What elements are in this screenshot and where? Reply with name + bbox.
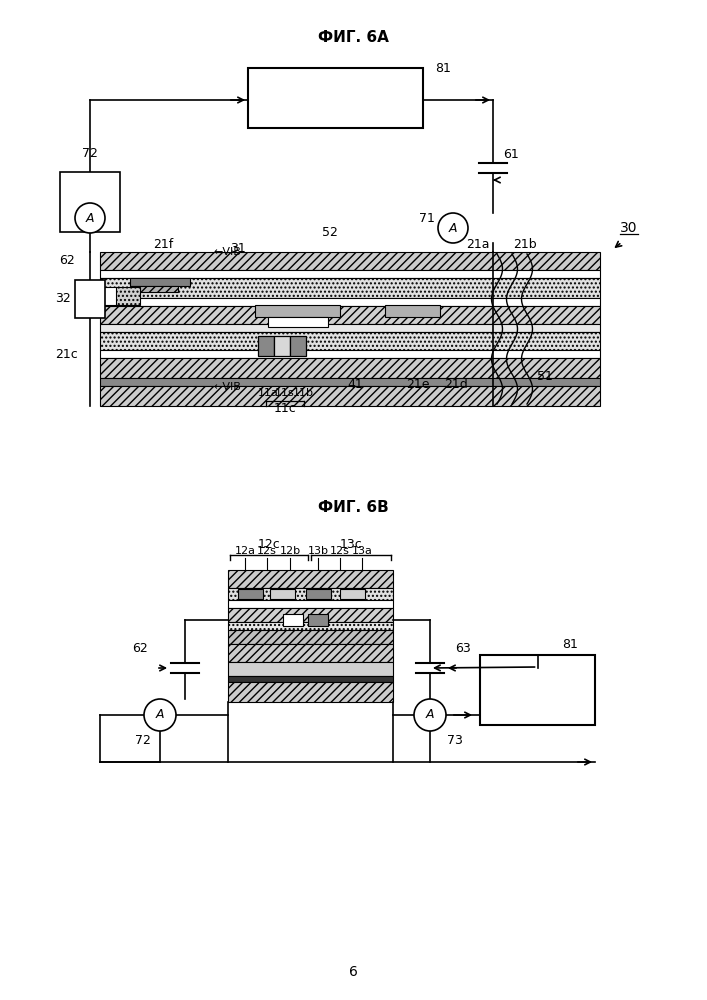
Bar xyxy=(290,336,306,356)
Text: 72: 72 xyxy=(82,147,98,160)
Bar xyxy=(385,305,440,317)
Bar xyxy=(100,270,600,278)
Bar xyxy=(228,676,393,682)
Circle shape xyxy=(144,699,176,731)
Text: 12b: 12b xyxy=(279,546,300,556)
Text: 13b: 13b xyxy=(308,546,329,556)
Text: ФИГ. 6В: ФИГ. 6В xyxy=(317,500,388,516)
Bar xyxy=(130,286,178,292)
Text: 31: 31 xyxy=(230,241,246,254)
Bar xyxy=(258,336,274,356)
Bar xyxy=(228,608,393,622)
Bar xyxy=(130,278,190,286)
Text: 12c: 12c xyxy=(257,538,281,552)
Text: 21f: 21f xyxy=(153,237,173,250)
Text: 81: 81 xyxy=(562,639,578,652)
Bar xyxy=(480,655,595,725)
Text: A: A xyxy=(426,708,434,722)
Bar xyxy=(60,172,120,232)
Text: 21a: 21a xyxy=(466,237,490,250)
Text: 73: 73 xyxy=(447,734,463,746)
Text: A: A xyxy=(86,212,94,225)
Bar xyxy=(248,68,423,128)
Text: 63: 63 xyxy=(455,642,471,654)
Bar xyxy=(228,600,393,608)
Bar xyxy=(228,682,393,702)
Bar xyxy=(100,298,600,306)
Text: A: A xyxy=(156,708,164,722)
Text: A: A xyxy=(449,222,457,234)
Text: 72: 72 xyxy=(135,734,151,746)
Text: 81: 81 xyxy=(435,62,451,75)
Text: 61: 61 xyxy=(503,148,519,161)
Bar xyxy=(228,588,393,600)
Text: ←VIB: ←VIB xyxy=(213,382,241,392)
Circle shape xyxy=(75,203,105,233)
Text: 62: 62 xyxy=(132,642,148,654)
Text: 51: 51 xyxy=(537,370,553,383)
Bar xyxy=(255,305,340,317)
Text: 11b: 11b xyxy=(293,388,313,398)
Bar xyxy=(274,336,290,356)
Bar xyxy=(100,324,600,332)
Text: 21d: 21d xyxy=(444,378,468,391)
Text: 21c: 21c xyxy=(55,349,78,361)
Text: 6: 6 xyxy=(349,965,358,979)
Bar xyxy=(308,614,328,626)
Bar xyxy=(228,630,393,644)
Text: 71: 71 xyxy=(419,212,435,225)
Text: 12s: 12s xyxy=(257,546,277,556)
Text: 11a: 11a xyxy=(257,388,279,398)
Bar xyxy=(100,287,116,305)
Bar xyxy=(268,317,328,327)
Bar xyxy=(100,350,600,358)
Text: 52: 52 xyxy=(322,226,338,238)
Bar xyxy=(100,278,600,298)
Bar xyxy=(100,332,600,350)
Text: 21b: 21b xyxy=(513,237,537,250)
Text: 21e: 21e xyxy=(407,378,430,391)
Bar xyxy=(100,378,600,386)
Text: 32: 32 xyxy=(55,292,71,304)
Bar xyxy=(306,589,331,599)
Bar xyxy=(115,287,140,305)
Bar xyxy=(228,622,393,630)
Text: 12s: 12s xyxy=(330,546,350,556)
Bar xyxy=(283,614,303,626)
Bar xyxy=(100,252,600,270)
Text: ФИГ. 6А: ФИГ. 6А xyxy=(317,30,388,45)
Bar xyxy=(100,306,600,324)
Bar xyxy=(100,386,600,406)
Bar xyxy=(228,662,393,676)
Text: 62: 62 xyxy=(59,253,75,266)
Circle shape xyxy=(414,699,446,731)
Text: 12a: 12a xyxy=(235,546,255,556)
Bar xyxy=(100,358,600,378)
Bar xyxy=(340,589,365,599)
Bar xyxy=(75,280,105,318)
Text: 30: 30 xyxy=(620,221,638,235)
Text: 13c: 13c xyxy=(339,538,363,552)
Text: 11s: 11s xyxy=(275,388,295,398)
Bar xyxy=(228,570,393,588)
Circle shape xyxy=(438,213,468,243)
Text: ←VIB: ←VIB xyxy=(213,247,241,257)
Text: 41: 41 xyxy=(347,378,363,391)
Text: 11c: 11c xyxy=(274,401,296,414)
Bar xyxy=(270,589,295,599)
Bar xyxy=(228,644,393,662)
Bar xyxy=(238,589,263,599)
Text: 13a: 13a xyxy=(351,546,373,556)
